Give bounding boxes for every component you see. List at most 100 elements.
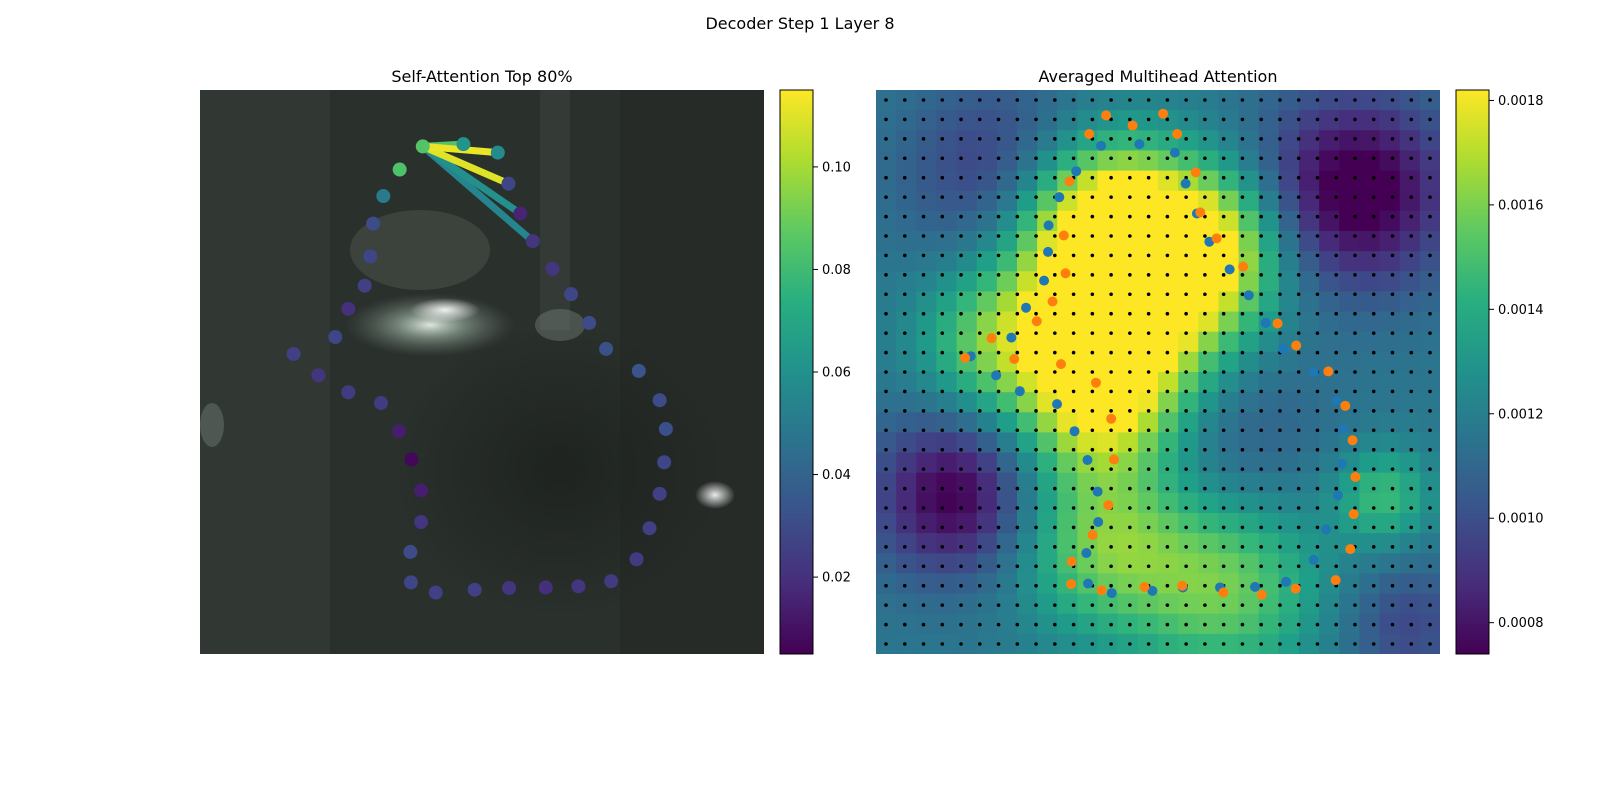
heatmap-cell [1037, 432, 1058, 454]
grid-dot [1259, 175, 1263, 180]
heatmap-cell [1057, 311, 1079, 333]
heatmap-cell [1399, 351, 1421, 373]
grid-dot [977, 214, 982, 219]
heatmap-cell [1238, 150, 1260, 172]
grid-dot [1165, 311, 1170, 316]
grid-dot [1259, 214, 1263, 219]
heatmap-cell [896, 150, 917, 172]
grid-dot [959, 350, 963, 355]
heatmap-cell [1218, 412, 1240, 434]
grid-dot [1296, 545, 1301, 549]
heatmap-cell [1339, 90, 1361, 111]
grid-dot [1015, 428, 1020, 433]
heatmap-cell [1319, 110, 1340, 131]
heatmap-cell [896, 331, 917, 353]
heatmap-cell [1077, 633, 1099, 654]
heatmap-cell [1419, 291, 1440, 313]
heatmap-cell [1137, 271, 1159, 293]
grid-dot [1428, 486, 1432, 491]
heatmap-cell [1278, 593, 1300, 615]
grid-dot [1146, 117, 1151, 122]
heatmap-cell [1037, 130, 1058, 152]
heatmap-cell [1198, 291, 1220, 313]
grid-dot [1334, 525, 1339, 530]
grid-dot [940, 214, 945, 219]
heatmap-cell [1218, 291, 1240, 313]
grid-dot [996, 545, 1001, 549]
grid-dot [1259, 506, 1263, 510]
heatmap-cell [1218, 492, 1240, 514]
heatmap-cell [976, 573, 998, 595]
heatmap-cell [1278, 190, 1300, 212]
grid-dot [1034, 234, 1038, 238]
keypoint-marker [1084, 128, 1095, 139]
grid-dot [1034, 447, 1038, 452]
heatmap-cell [1339, 110, 1361, 131]
grid-dot [1371, 234, 1376, 238]
grid-dot [902, 214, 907, 219]
grid-dot [1071, 214, 1076, 219]
keypoint-marker [1238, 261, 1249, 272]
heatmap-cell [1419, 331, 1440, 353]
grid-dot [1334, 311, 1339, 316]
heatmap-cell [1057, 331, 1079, 353]
grid-dot [1090, 603, 1095, 607]
grid-dot [1259, 311, 1263, 316]
grid-dot [1315, 603, 1320, 607]
grid-dot [1371, 467, 1376, 471]
attention-point [502, 581, 517, 596]
heatmap-cell [1319, 553, 1340, 575]
grid-dot [1015, 195, 1020, 199]
keypoint-marker [1290, 583, 1301, 594]
grid-dot [884, 545, 888, 549]
heatmap-cell [956, 90, 978, 111]
grid-dot [1146, 98, 1151, 102]
heatmap-cell [1359, 170, 1381, 192]
keypoint-marker [1060, 268, 1071, 279]
grid-dot [1128, 98, 1132, 102]
grid-dot [1184, 98, 1188, 102]
heatmap-cell [1218, 110, 1240, 131]
heatmap-cell [1178, 130, 1199, 152]
heatmap-cell [1057, 130, 1079, 152]
heatmap-cell [1198, 130, 1220, 152]
grid-dot [1034, 428, 1038, 433]
heatmap-cell [1299, 291, 1320, 313]
grid-dot [1315, 195, 1320, 199]
attention-point [392, 424, 407, 439]
grid-dot [1390, 273, 1395, 277]
grid-dot [996, 447, 1001, 452]
heatmap-cell [1097, 210, 1119, 232]
heatmap-cell [1359, 110, 1381, 131]
grid-dot [1334, 603, 1339, 607]
heatmap-cell [936, 513, 958, 534]
grid-dot [1053, 525, 1057, 530]
grid-dot [1371, 389, 1376, 394]
grid-dot [1128, 234, 1132, 238]
grid-dot [1428, 137, 1432, 141]
grid-dot [1015, 603, 1020, 607]
heatmap-cell [1399, 311, 1421, 333]
heatmap-cell [1117, 553, 1139, 575]
grid-dot [884, 467, 888, 471]
grid-dot [921, 409, 926, 413]
grid-dot [1409, 447, 1414, 452]
grid-dot [1428, 311, 1432, 316]
grid-dot [1240, 486, 1245, 491]
heatmap-cell [916, 291, 938, 313]
grid-dot [1390, 234, 1395, 238]
grid-dot [1240, 603, 1245, 607]
heatmap-cell [1137, 392, 1159, 413]
grid-dot [1184, 311, 1188, 316]
heatmap-cell [1419, 311, 1440, 333]
heatmap-cell [916, 573, 938, 595]
heatmap-cell [936, 231, 958, 252]
heatmap-cell [1238, 492, 1260, 514]
heatmap-cell [1178, 110, 1199, 131]
attention-point [403, 544, 418, 559]
grid-dot [902, 292, 907, 297]
heatmap-cell [996, 130, 1018, 152]
heatmap-cell [936, 251, 958, 272]
keypoint-marker [1147, 585, 1158, 596]
heatmap-cell [996, 110, 1018, 131]
